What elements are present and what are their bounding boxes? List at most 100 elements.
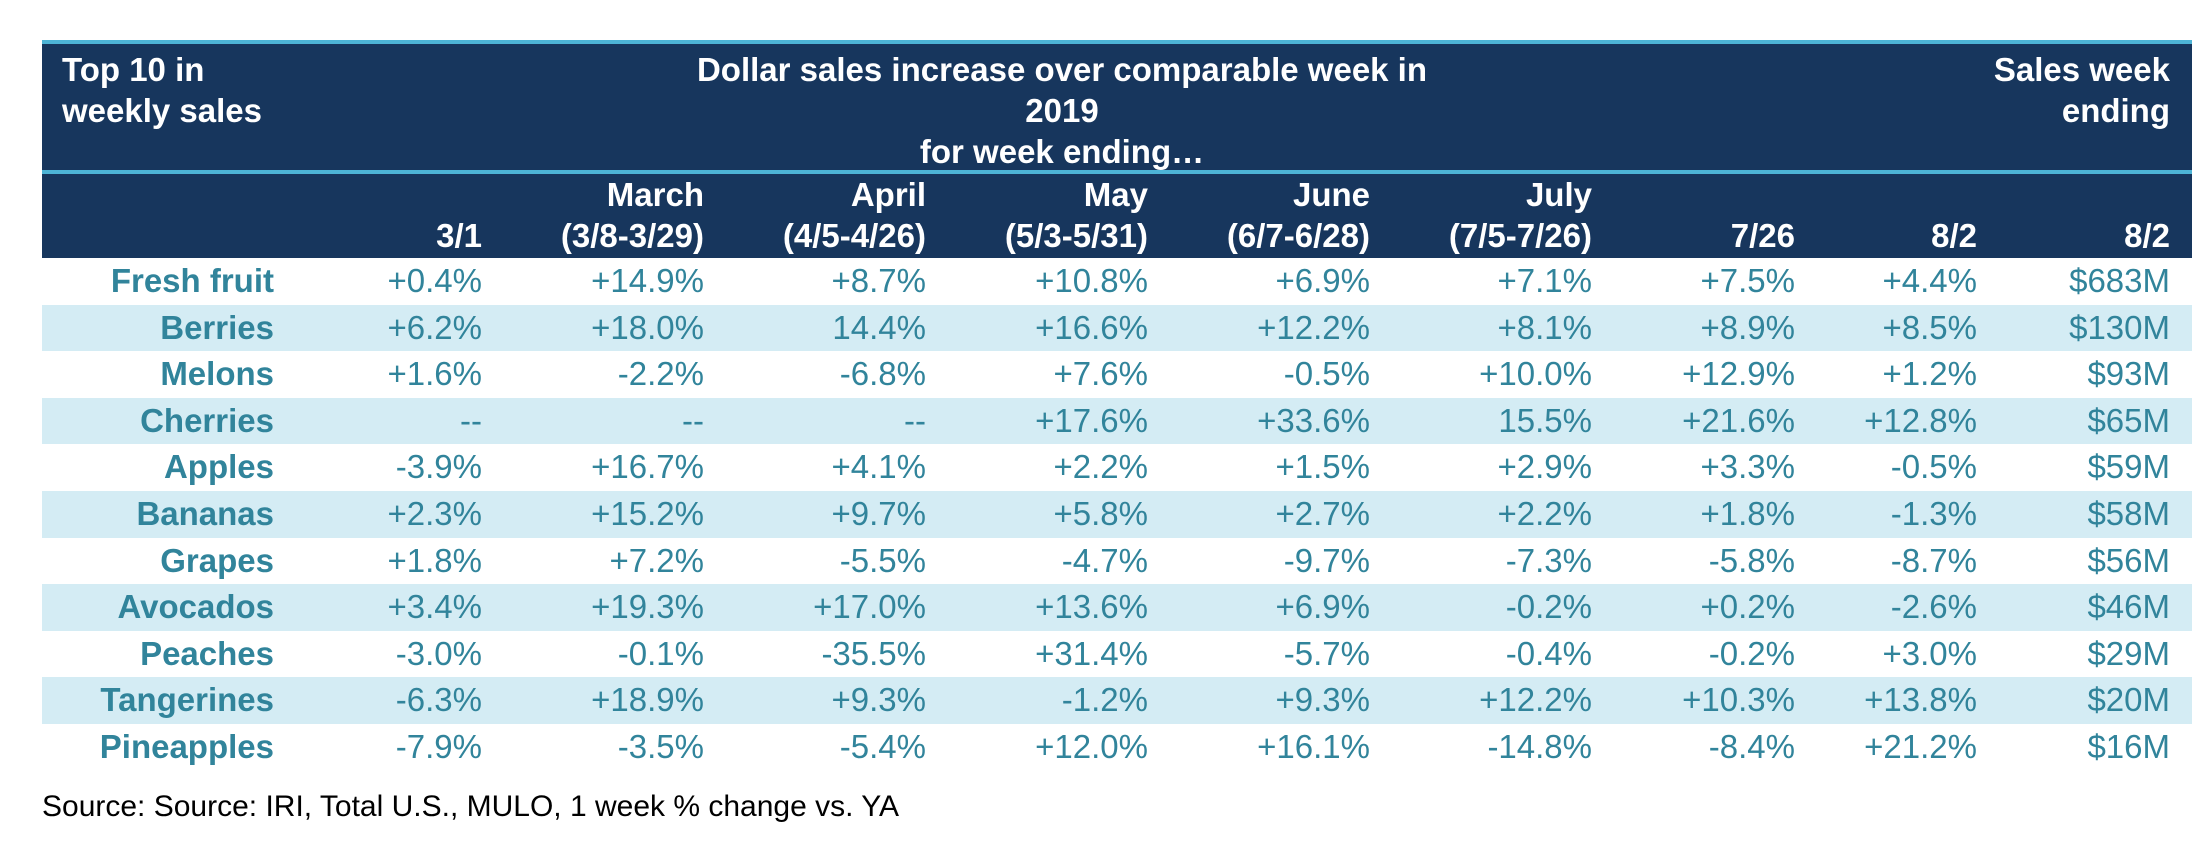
table-cell: -5.8% xyxy=(1708,541,1795,579)
table-cell: +8.9% xyxy=(1700,308,1796,346)
table-cell: +21.6% xyxy=(1682,401,1795,439)
table-cell: +18.0% xyxy=(591,308,704,346)
table-cell: -0.1% xyxy=(617,634,704,672)
table-cell: +10.0% xyxy=(1479,355,1592,393)
table-cell: -0.5% xyxy=(1890,448,1977,486)
column-header: 8/2 xyxy=(1960,174,2170,256)
table-cell: $29M xyxy=(2087,634,2170,672)
column-header-line1 xyxy=(1960,174,2170,215)
column-header: 7/26 xyxy=(1585,174,1795,256)
table-cell: +8.1% xyxy=(1497,308,1593,346)
table-cell: +8.5% xyxy=(1882,308,1978,346)
table-cell: +13.6% xyxy=(1035,588,1148,626)
row-label: Bananas xyxy=(136,494,274,532)
table-cell: +5.8% xyxy=(1053,494,1149,532)
table-cell: +14.9% xyxy=(591,262,704,299)
row-label: Apples xyxy=(163,448,274,486)
column-header-line1: June xyxy=(1292,176,1370,213)
column-header-line1 xyxy=(1767,174,1977,215)
table-cell: $93M xyxy=(2087,355,2170,393)
table-cell: +12.2% xyxy=(1479,681,1592,719)
table-cell: +7.5% xyxy=(1700,262,1796,299)
table-cell: $58M xyxy=(2087,494,2170,532)
table-cell: +13.8% xyxy=(1864,681,1977,719)
table-cell: +3.4% xyxy=(387,588,483,626)
row-label: Grapes xyxy=(160,541,274,579)
column-header-line2: 3/1 xyxy=(436,217,482,254)
sales-table: Top 10 in weekly sales Dollar sales incr… xyxy=(42,40,2192,771)
table-cell: +3.0% xyxy=(1882,634,1978,672)
header-center-line2: for week ending… xyxy=(919,133,1205,170)
table-cell: $46M xyxy=(2087,588,2170,626)
table-cell: +1.6% xyxy=(387,355,483,393)
table-row: Fresh fruit +0.4% +14.9% +8.7% +10.8% +6.9% +7… xyxy=(42,258,2192,305)
table-cell: -8.7% xyxy=(1890,541,1977,579)
table-cell: +2.9% xyxy=(1497,448,1593,486)
column-header-line2: 8/2 xyxy=(1931,217,1977,254)
table-cell: +9.3% xyxy=(831,681,927,719)
table-header-top: Top 10 in weekly sales Dollar sales incr… xyxy=(42,44,2192,170)
table-cell: -5.4% xyxy=(839,727,926,765)
table-cell: +2.2% xyxy=(1053,448,1149,486)
table-cell: -9.7% xyxy=(1283,541,1370,579)
column-header-line1 xyxy=(1585,174,1795,215)
table-cell: +19.3% xyxy=(591,588,704,626)
table-cell: -- xyxy=(682,401,704,439)
table-cell: +1.2% xyxy=(1882,355,1978,393)
row-label: Cherries xyxy=(140,401,274,439)
table-cell: -5.5% xyxy=(839,541,926,579)
table-cell: +15.2% xyxy=(591,494,704,532)
table-cell: +12.9% xyxy=(1682,355,1795,393)
table-cell: +18.9% xyxy=(591,681,704,719)
table-cell: +12.8% xyxy=(1864,401,1977,439)
table-cell: -2.6% xyxy=(1890,588,1977,626)
table-cell: $56M xyxy=(2087,541,2170,579)
table-cell: $130M xyxy=(2069,308,2170,346)
table-cell: +1.5% xyxy=(1275,448,1371,486)
table-cell: +31.4% xyxy=(1035,634,1148,672)
table-row: Avocados +3.4% +19.3% +17.0% +13.6% +6.9% -0.2… xyxy=(42,584,2192,631)
table-cell: -1.2% xyxy=(1061,681,1148,719)
row-label: Fresh fruit xyxy=(110,262,274,299)
column-header-line2: 8/2 xyxy=(2124,217,2170,254)
table-cell: +17.0% xyxy=(813,588,926,626)
table-cell: -3.0% xyxy=(395,634,482,672)
table-cell: -0.2% xyxy=(1505,588,1592,626)
table-cell: 15.5% xyxy=(1498,401,1592,439)
table-cell: +2.2% xyxy=(1497,494,1593,532)
table-cell: -3.9% xyxy=(395,448,482,486)
column-header-line1: March xyxy=(606,176,704,213)
column-header: June (6/7-6/28) xyxy=(1160,174,1370,256)
source-note: Source: Source: IRI, Total U.S., MULO, 1… xyxy=(42,790,900,823)
top-accent-line xyxy=(42,40,2192,44)
column-header: March (3/8-3/29) xyxy=(494,174,704,256)
table-cell: -35.5% xyxy=(821,634,926,672)
table-row: Peaches -3.0% -0.1% -35.5% +31.4% -5.7% -0.4% -… xyxy=(42,631,2192,678)
table-cell: -1.3% xyxy=(1890,494,1977,532)
table-cell: -3.5% xyxy=(617,727,704,765)
table-cell: +17.6% xyxy=(1035,401,1148,439)
table-cell: +10.3% xyxy=(1682,681,1795,719)
table-row: Apples -3.9% +16.7% +4.1% +2.2% +1.5% +2.9% +3.… xyxy=(42,444,2192,491)
table-cell: -7.3% xyxy=(1505,541,1592,579)
table-row: Grapes +1.8% +7.2% -5.5% -4.7% -9.7% -7.3% -5.8… xyxy=(42,538,2192,585)
column-header: May (5/3-5/31) xyxy=(938,174,1148,256)
table-cell: +33.6% xyxy=(1257,401,1370,439)
row-label: Peaches xyxy=(140,634,274,672)
table-cell: +16.1% xyxy=(1257,727,1370,765)
column-header-line1: April xyxy=(850,176,926,213)
table-cell: -6.8% xyxy=(839,355,926,393)
row-label: Berries xyxy=(160,308,274,346)
table-cell: +7.1% xyxy=(1497,262,1593,299)
table-cell: +3.3% xyxy=(1700,448,1796,486)
table-cell: 14.4% xyxy=(832,308,926,346)
table-cell: +9.7% xyxy=(831,494,927,532)
table-cell: +16.7% xyxy=(591,448,704,486)
column-header: July (7/5-7/26) xyxy=(1382,174,1592,256)
column-header-line2: (6/7-6/28) xyxy=(1226,217,1370,254)
header-center-label: Dollar sales increase over comparable we… xyxy=(662,49,1462,172)
row-label: Pineapples xyxy=(99,727,274,765)
table-cell: +6.9% xyxy=(1275,588,1371,626)
table-cell: +2.3% xyxy=(387,494,483,532)
table-row: Berries +6.2% +18.0% 14.4% +16.6% +12.2% +8.1%… xyxy=(42,304,2192,352)
